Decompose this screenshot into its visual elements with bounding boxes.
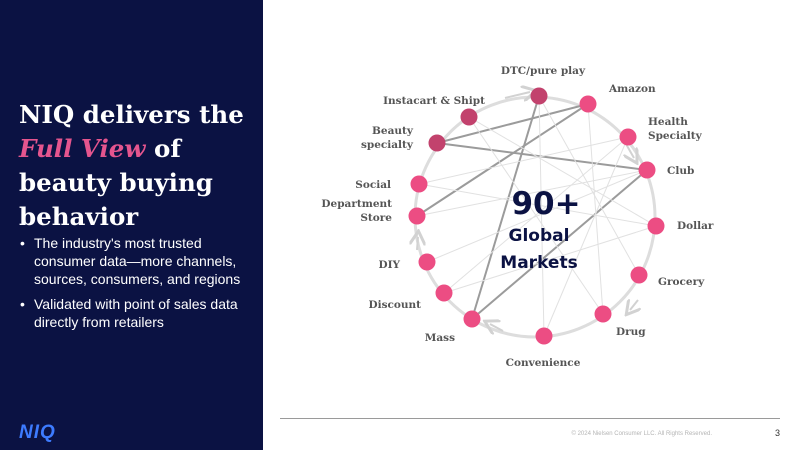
label-grocery: Grocery — [658, 276, 705, 288]
ring-arrow — [504, 92, 530, 98]
link-social-health — [418, 136, 629, 185]
node-convenience — [535, 327, 553, 345]
link-mass-club — [471, 169, 648, 320]
node-discount — [435, 284, 453, 302]
link-amazon-drug — [587, 103, 604, 315]
link-dtc-grocery — [538, 95, 640, 276]
node-dtc — [530, 87, 548, 105]
label-convenience: Convenience — [506, 357, 581, 369]
link-diy-club — [426, 169, 648, 263]
headline-highlight: Full View — [19, 134, 146, 163]
ring-arrow — [490, 324, 504, 331]
label-line: DIY — [378, 259, 400, 271]
label-amazon: Amazon — [608, 83, 656, 95]
label-line: Club — [667, 165, 694, 177]
link-social-dollar — [418, 183, 657, 227]
bullet-item: The industry's most trusted consumer dat… — [19, 234, 255, 288]
label-line: Instacart & Shipt — [383, 95, 485, 107]
node-grocery — [630, 266, 648, 284]
label-line: Dollar — [677, 220, 714, 232]
label-instacart: Instacart & Shipt — [383, 95, 485, 107]
label-line: Beauty — [372, 125, 414, 137]
node-dollar — [647, 217, 665, 235]
label-line: Store — [360, 212, 392, 224]
node-diy — [418, 253, 436, 271]
node-instacart — [460, 108, 478, 126]
label-line: Drug — [616, 326, 646, 338]
node-beauty — [428, 134, 446, 152]
ring-arrow — [626, 143, 634, 158]
node-health — [619, 128, 637, 146]
left-panel: NIQ delivers the Full View of beauty buy… — [0, 0, 263, 450]
label-line: DTC/pure play — [501, 65, 586, 77]
label-dollar: Dollar — [677, 220, 714, 232]
ring-arrow — [417, 237, 418, 251]
link-discount-dollar — [443, 225, 657, 294]
label-line: Social — [355, 179, 391, 191]
label-mass: Mass — [425, 332, 455, 344]
node-drug — [594, 305, 612, 323]
headline-line-3: beauty buying — [19, 168, 213, 197]
node-social — [410, 175, 428, 193]
link-beauty-amazon — [436, 103, 589, 144]
link-instacart-dollar — [468, 116, 657, 227]
bullet-list: The industry's most trusted consumer dat… — [19, 234, 255, 338]
markets-count: 90+ — [511, 186, 580, 222]
node-amazon — [579, 95, 597, 113]
copyright-text: © 2024 Nielsen Consumer LLC. All Rights … — [571, 431, 713, 437]
link-department-amazon — [416, 103, 589, 217]
node-mass — [463, 310, 481, 328]
label-line: Department — [321, 198, 392, 210]
link-convenience-health — [543, 136, 629, 337]
page-number: 3 — [775, 428, 781, 438]
label-dtc: DTC/pure play — [501, 65, 586, 77]
link-mass-dtc — [471, 95, 540, 320]
slide-headline: NIQ delivers the Full View of beauty buy… — [19, 98, 259, 234]
channel-nodes — [408, 87, 665, 345]
markets-line-1: Global — [509, 226, 570, 246]
markets-line-2: Markets — [500, 253, 577, 273]
label-line: Health — [648, 116, 688, 128]
channel-labels: DTC/pure play Amazon Health Specialty Club Do… — [321, 65, 713, 369]
label-line: Discount — [368, 299, 421, 311]
label-line: Convenience — [506, 357, 581, 369]
headline-line-4: behavior — [19, 202, 139, 231]
niq-logo: NIQ — [19, 422, 56, 443]
ring-arrow — [630, 300, 638, 310]
label-department: Department Store — [321, 198, 392, 224]
label-line: Amazon — [608, 83, 656, 95]
label-discount: Discount — [368, 299, 421, 311]
footer-divider — [280, 418, 780, 419]
label-diy: DIY — [378, 259, 400, 271]
link-instacart-drug — [468, 116, 604, 315]
label-health: Health Specialty — [648, 116, 703, 142]
node-club — [638, 161, 656, 179]
ring-arrows — [417, 92, 638, 331]
label-drug: Drug — [616, 326, 646, 338]
headline-line-2-rest: of — [145, 134, 181, 163]
bullet-item: Validated with point of sales data direc… — [19, 295, 255, 331]
label-line: Mass — [425, 332, 455, 344]
label-line: Grocery — [658, 276, 705, 288]
channel-links — [416, 95, 657, 337]
node-department — [408, 207, 426, 225]
label-club: Club — [667, 165, 694, 177]
label-social: Social — [355, 179, 391, 191]
label-beauty: Beauty specialty — [361, 125, 414, 151]
headline-line-1: NIQ delivers the — [19, 100, 244, 129]
label-line: Specialty — [648, 130, 703, 142]
link-dtc-convenience — [538, 95, 545, 337]
label-line: specialty — [361, 139, 414, 151]
link-department-club — [416, 169, 648, 217]
